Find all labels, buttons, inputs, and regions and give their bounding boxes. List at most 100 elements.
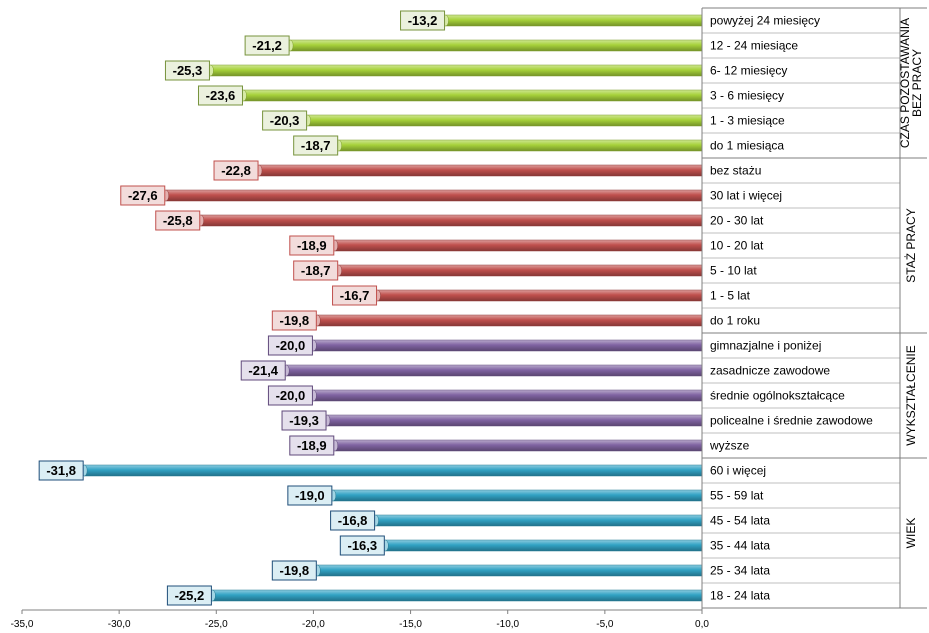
data-label: -18,7	[301, 263, 331, 278]
data-label: -19,8	[279, 313, 309, 328]
data-label-box	[244, 35, 290, 56]
bar	[332, 489, 703, 502]
bar	[334, 239, 703, 252]
x-tick-label: -30,0	[108, 619, 131, 630]
category-label: 20 - 30 lat	[710, 214, 764, 228]
group-label: WIEK	[904, 518, 918, 549]
x-tick-label: -35,0	[11, 619, 34, 630]
category-label: 18 - 24 lata	[710, 589, 770, 603]
x-tick-label: -15,0	[399, 619, 422, 630]
x-tick-label: -25,0	[205, 619, 228, 630]
data-label-box	[332, 285, 378, 306]
data-label: -25,2	[175, 588, 205, 603]
data-label-box	[400, 10, 446, 31]
category-label: 60 i więcej	[710, 464, 766, 478]
data-label-box	[197, 85, 243, 106]
bar	[385, 539, 703, 552]
category-label: 1 - 5 lat	[710, 289, 751, 303]
category-label: do 1 miesiąca	[710, 139, 784, 153]
category-label: 45 - 54 lata	[710, 514, 770, 528]
category-label: 35 - 44 lata	[710, 539, 770, 553]
bar	[375, 514, 703, 527]
category-label: średnie ogólnokształcące	[710, 389, 845, 403]
category-label: 30 lat i więcej	[710, 189, 782, 203]
x-tick-label: 0,0	[695, 619, 709, 630]
bar	[317, 314, 703, 327]
data-label-box	[289, 435, 335, 456]
group-label: STAŻ PRACY	[904, 208, 918, 282]
category-label: 1 - 3 miesiące	[710, 114, 785, 128]
x-tick-label: -5,0	[596, 619, 614, 630]
data-label-box	[271, 560, 317, 581]
bar	[212, 589, 703, 602]
data-label: -31,8	[46, 463, 76, 478]
data-label: -21,2	[252, 38, 282, 53]
data-label: -18,9	[297, 238, 327, 253]
bar	[377, 289, 703, 302]
bar	[445, 14, 703, 27]
bar	[338, 264, 703, 277]
x-tick-label: -10,0	[496, 619, 519, 630]
data-label: -20,0	[276, 338, 306, 353]
data-label: -19,8	[279, 563, 309, 578]
category-label: wyższe	[709, 439, 750, 453]
bar	[334, 439, 703, 452]
category-label: 12 - 24 miesiące	[710, 39, 798, 53]
data-label-box	[213, 160, 259, 181]
x-tick-label: -20,0	[302, 619, 325, 630]
data-label: -18,7	[301, 138, 331, 153]
axis-layer: -35,0 -30,0 -25,0 -20,0 -15,0 -10,0 -5,0 0,0	[11, 7, 927, 630]
bar	[210, 64, 703, 77]
category-label: bez stażu	[710, 164, 761, 178]
category-label: gimnazjalne i poniżej	[710, 339, 821, 353]
category-label: policealne i średnie zawodowe	[710, 414, 873, 428]
data-label-box	[293, 260, 339, 281]
category-label: 10 - 20 lat	[710, 239, 764, 253]
bar	[326, 414, 703, 427]
data-label-box	[240, 360, 286, 381]
data-label: -16,3	[347, 538, 377, 553]
category-label: zasadnicze zawodowe	[710, 364, 830, 378]
bar	[243, 89, 703, 102]
data-label: -18,9	[297, 438, 327, 453]
category-label: powyżej 24 miesięcy	[710, 14, 820, 28]
category-label: 3 - 6 miesięcy	[710, 89, 784, 103]
category-label: 55 - 59 lat	[710, 489, 764, 503]
data-label-box	[330, 510, 376, 531]
data-label-box	[38, 460, 84, 481]
category-label: 25 - 34 lata	[710, 564, 770, 578]
data-label-box	[293, 135, 339, 156]
data-label: -25,8	[163, 213, 193, 228]
category-label: 5 - 10 lat	[710, 264, 757, 278]
category-label: 6- 12 miesięcy	[710, 64, 787, 78]
data-label-box	[164, 60, 210, 81]
bar	[83, 464, 703, 477]
data-label-box	[287, 485, 333, 506]
data-label: -25,3	[173, 63, 203, 78]
data-label: -13,2	[408, 13, 438, 28]
data-label: -21,4	[248, 363, 278, 378]
data-label-box	[271, 310, 317, 331]
data-label: -19,0	[295, 488, 325, 503]
bars-layer	[80, 14, 703, 602]
data-label-box	[166, 585, 212, 606]
bar	[200, 214, 703, 227]
bar	[313, 389, 703, 402]
data-label: -16,7	[340, 288, 370, 303]
bar	[338, 139, 703, 152]
data-label: -22,8	[221, 163, 251, 178]
data-label: -20,0	[276, 388, 306, 403]
bar	[313, 339, 703, 352]
data-label: -16,8	[338, 513, 368, 528]
bar	[317, 564, 703, 577]
data-label-box	[339, 535, 385, 556]
data-label: -20,3	[270, 113, 300, 128]
bar	[258, 164, 703, 177]
bar	[285, 364, 703, 377]
data-label-box	[155, 210, 201, 231]
data-label-box	[281, 410, 327, 431]
data-label-box	[120, 185, 166, 206]
bar	[289, 39, 703, 52]
